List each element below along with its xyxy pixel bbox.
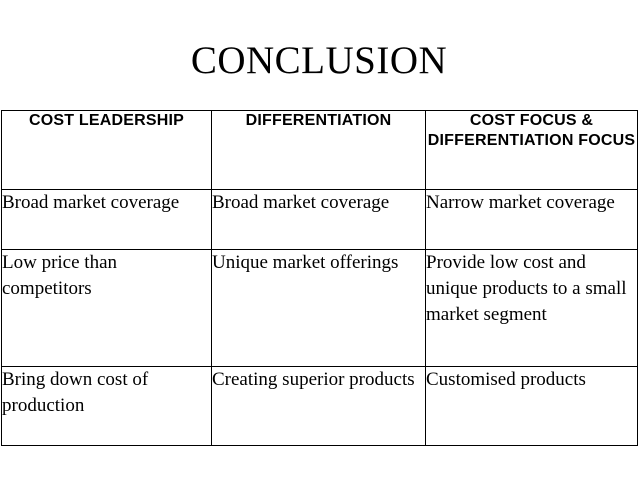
table-cell: Creating superior products xyxy=(211,366,426,446)
slide-title: CONCLUSION xyxy=(190,39,448,82)
header-cost-focus-differentiation-focus: COST FOCUS & DIFFERENTIATION FOCUS xyxy=(425,110,638,190)
table-cell: Unique market offerings xyxy=(211,249,426,367)
header-cost-leadership: COST LEADERSHIP xyxy=(1,110,212,190)
table-cell: Broad market coverage xyxy=(211,189,426,250)
table-header-row: COST LEADERSHIP DIFFERENTIATION COST FOC… xyxy=(1,110,638,190)
table-row: Broad market coverage Broad market cover… xyxy=(1,189,638,250)
comparison-table: COST LEADERSHIP DIFFERENTIATION COST FOC… xyxy=(1,110,638,446)
table-cell: Low price than competitors xyxy=(1,249,212,367)
table-cell: Customised products xyxy=(425,366,638,446)
table-cell: Broad market coverage xyxy=(1,189,212,250)
table-cell: Narrow market coverage xyxy=(425,189,638,250)
table-cell: Provide low cost and unique products to … xyxy=(425,249,638,367)
table-cell: Bring down cost of production xyxy=(1,366,212,446)
table-row: Bring down cost of production Creating s… xyxy=(1,366,638,446)
table-row: Low price than competitors Unique market… xyxy=(1,249,638,367)
header-differentiation: DIFFERENTIATION xyxy=(211,110,426,190)
